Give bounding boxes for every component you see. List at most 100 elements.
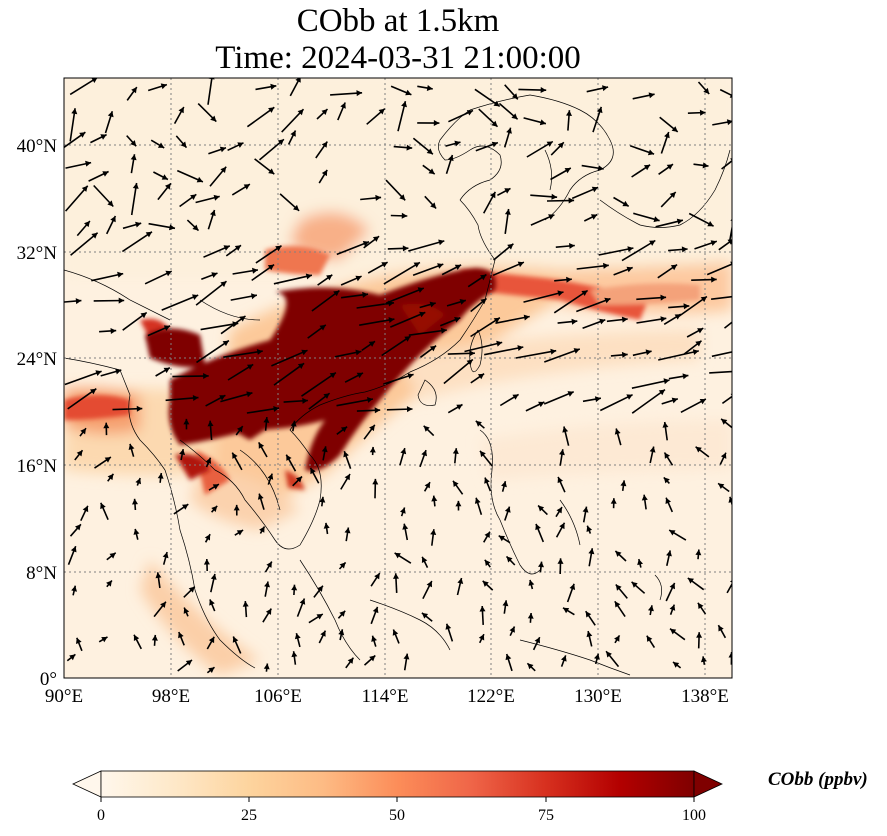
wind-vector-head — [378, 108, 385, 115]
wind-vector-head — [440, 327, 447, 334]
wind-vector-head — [362, 241, 369, 247]
wind-vector-head — [183, 607, 190, 614]
colorbar-tick-label: 50 — [389, 807, 405, 824]
wind-vector-head — [257, 493, 264, 500]
wind-vector-shaft — [711, 295, 732, 300]
colorbar-extend-max — [693, 770, 723, 798]
wind-vector-head — [603, 262, 609, 269]
wind-vector-head — [469, 350, 475, 357]
wind-vector-head — [496, 340, 503, 347]
wind-vector-head — [626, 266, 633, 273]
wind-vector-shaft — [495, 315, 530, 324]
wind-vector-head — [517, 261, 524, 268]
colorbar-tick-label: 75 — [538, 807, 554, 824]
wind-vector-head — [557, 476, 563, 484]
wind-vector-head — [594, 653, 600, 660]
wind-vector-head — [604, 297, 611, 304]
wind-vector-head — [647, 149, 655, 156]
wind-vector-head — [505, 654, 512, 661]
wind-vector-head — [310, 467, 316, 475]
wind-vector-head — [263, 417, 270, 423]
wind-vector-head — [301, 349, 308, 356]
lon-tick-label: 138°E — [681, 686, 729, 707]
wind-vector-head — [265, 608, 272, 615]
wind-vector-head — [702, 162, 709, 169]
lat-tick-label: 16°N — [17, 456, 58, 477]
wind-vector-head — [115, 368, 122, 375]
wind-vector-head — [538, 505, 545, 512]
wind-vector-head — [491, 141, 498, 148]
wind-vector-head — [100, 134, 107, 140]
wind-vector-head — [591, 186, 599, 193]
wind-vector-head — [727, 239, 732, 245]
wind-vector-head — [614, 601, 621, 608]
wind-vector-head — [178, 632, 184, 639]
wind-vector-head — [540, 87, 547, 93]
lon-tick-label: 130°E — [574, 686, 622, 707]
wind-vector-head — [504, 188, 511, 194]
wind-vector-head — [340, 102, 346, 109]
wind-vector-head — [163, 325, 171, 331]
wind-vector-head — [400, 448, 407, 455]
wind-vector-head — [400, 507, 406, 514]
wind-vector-head — [430, 529, 437, 535]
wind-vector-shaft — [726, 582, 732, 594]
wind-vector-head — [401, 212, 408, 219]
wind-vector-shaft — [359, 318, 395, 326]
wind-vector-head — [663, 378, 670, 385]
wind-vector-head — [480, 274, 487, 281]
wind-vector-head — [658, 389, 665, 396]
wind-vector-head — [222, 340, 229, 347]
wind-vector-head — [91, 78, 98, 83]
wind-vector-head — [573, 348, 580, 354]
wind-vector-head — [426, 581, 432, 588]
wind-vector-head — [509, 626, 515, 633]
wind-vector-head — [71, 108, 78, 115]
wind-vector-shaft — [492, 261, 525, 277]
wind-vector-head — [338, 629, 345, 636]
wind-vector-head — [208, 667, 215, 673]
wind-vector-head — [501, 481, 507, 488]
wind-vector-head — [286, 454, 292, 461]
wind-vector-head — [208, 636, 215, 644]
map-title-line2: Time: 2024-03-31 21:00:00 — [215, 40, 581, 76]
wind-vector-head — [478, 634, 485, 641]
wind-vector-head — [454, 317, 461, 323]
lon-axis: 90°E 98°E 106°E 114°E 122°E 130°E 138°E — [45, 686, 729, 707]
wind-vector-head — [669, 530, 676, 536]
wind-vector-head — [203, 559, 210, 565]
wind-vector-head — [403, 653, 410, 660]
wind-vector-head — [581, 290, 588, 296]
wind-vector-head — [110, 216, 116, 223]
wind-vector-shaft — [383, 261, 421, 285]
wind-vector-shaft — [172, 375, 209, 378]
wind-vector-head — [431, 495, 438, 502]
wind-vector-shaft — [621, 239, 656, 262]
gridlines — [64, 78, 732, 678]
wind-vector-head — [402, 523, 409, 530]
lon-tick-label: 98°E — [152, 686, 190, 707]
wind-vector-head — [621, 351, 628, 358]
wind-vector-head — [356, 90, 363, 97]
wind-vector-head — [273, 406, 280, 412]
wind-vector-head — [101, 636, 108, 643]
wind-vector-head — [219, 395, 226, 401]
wind-vector-shaft — [246, 106, 275, 128]
wind-vector-head — [343, 451, 349, 458]
wind-vector-head — [426, 148, 433, 155]
wind-vector-head — [426, 85, 433, 91]
wind-vector-head — [662, 422, 669, 428]
wind-vector-head — [407, 373, 414, 379]
wind-vector-head — [355, 275, 362, 282]
wind-vector-shaft — [658, 350, 699, 361]
wind-vector-head — [457, 578, 464, 584]
wind-vector-head — [76, 637, 82, 644]
wind-vector-head — [484, 531, 490, 538]
wind-vector-head — [252, 267, 258, 274]
wind-vector-shaft — [711, 351, 732, 358]
wind-vector-head — [666, 550, 672, 557]
wind-vector-head — [646, 635, 653, 642]
wind-vector-head — [695, 446, 702, 453]
wind-vector-head — [136, 405, 143, 412]
wind-vector-head — [429, 345, 437, 352]
